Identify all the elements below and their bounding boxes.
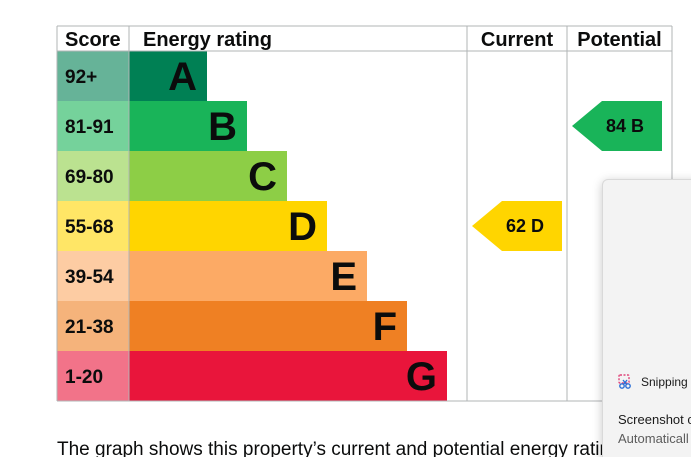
header-energy-rating: Energy rating xyxy=(143,29,272,51)
score-cell-f xyxy=(57,301,129,351)
header-score: Score xyxy=(65,29,121,51)
current-rating-label: 62 D xyxy=(506,216,544,236)
score-cell-d xyxy=(57,201,129,251)
score-range-d: 55-68 xyxy=(65,217,114,238)
toast-body: Automaticall xyxy=(618,431,689,446)
rating-bar-a xyxy=(129,51,207,101)
header-potential: Potential xyxy=(577,29,661,51)
rating-bar-d xyxy=(129,201,327,251)
rating-letter-g: G xyxy=(406,355,437,399)
toast-title: Screenshot c xyxy=(618,412,691,427)
score-cell-g xyxy=(57,351,129,401)
rating-letter-f: F xyxy=(373,305,397,349)
rating-letter-e: E xyxy=(330,255,357,299)
snipping-notification[interactable]: Snipping Screenshot c Automaticall xyxy=(602,179,691,457)
potential-rating-label: 84 B xyxy=(606,116,644,136)
score-cell-b xyxy=(57,101,129,151)
rating-letter-b: B xyxy=(208,105,237,149)
score-cell-a xyxy=(57,51,129,101)
rating-bar-b xyxy=(129,101,247,151)
toast-header: Snipping xyxy=(617,374,688,390)
toast-app-name: Snipping xyxy=(641,375,688,389)
score-range-b: 81-91 xyxy=(65,117,114,138)
rating-letter-d: D xyxy=(288,205,317,249)
rating-bar-f xyxy=(129,301,407,351)
rating-letter-c: C xyxy=(248,155,277,199)
score-range-a: 92+ xyxy=(65,67,97,88)
rating-letter-a: A xyxy=(168,55,197,99)
epc-chart: 92+ A81-91 B69-80 C55-68 D39-54 E21-38 F1-20 G … xyxy=(56,25,673,402)
score-range-e: 39-54 xyxy=(65,267,114,288)
score-cell-e xyxy=(57,251,129,301)
scissors-icon xyxy=(618,374,631,389)
header-current: Current xyxy=(481,29,554,51)
chart-caption: The graph shows this property’s current … xyxy=(57,439,621,457)
score-cell-c xyxy=(57,151,129,201)
score-range-g: 1-20 xyxy=(65,367,103,388)
score-range-c: 69-80 xyxy=(65,167,114,188)
rating-bar-g xyxy=(129,351,447,401)
rating-bar-c xyxy=(129,151,287,201)
potential-rating-arrow xyxy=(572,101,662,151)
score-range-f: 21-38 xyxy=(65,317,114,338)
current-rating-arrow xyxy=(472,201,562,251)
rating-bar-e xyxy=(129,251,367,301)
